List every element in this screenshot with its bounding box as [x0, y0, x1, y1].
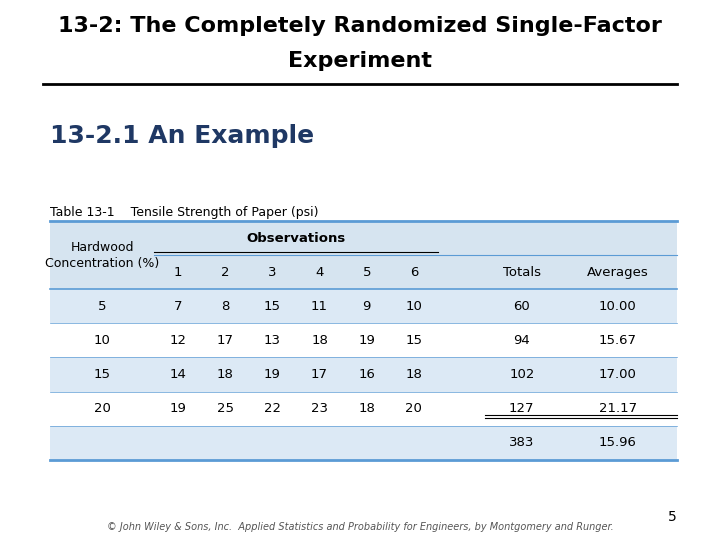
Text: 15.67: 15.67	[599, 334, 637, 347]
Bar	[50, 255, 677, 289]
Text: Table 13-1    Tensile Strength of Paper (psi): Table 13-1 Tensile Strength of Paper (ps…	[50, 206, 318, 219]
Text: 15: 15	[264, 300, 281, 313]
Text: 11: 11	[311, 300, 328, 313]
Text: 127: 127	[509, 402, 534, 415]
Text: 7: 7	[174, 300, 182, 313]
Text: 25: 25	[217, 402, 234, 415]
Text: 18: 18	[217, 368, 233, 381]
Text: 9: 9	[363, 300, 371, 313]
Text: 5: 5	[668, 510, 677, 524]
Text: 13-2.1 An Example: 13-2.1 An Example	[50, 124, 314, 148]
Text: 19: 19	[264, 368, 281, 381]
Text: 18: 18	[405, 368, 423, 381]
Text: 22: 22	[264, 402, 281, 415]
Text: 13: 13	[264, 334, 281, 347]
Text: 8: 8	[221, 300, 230, 313]
Text: 20: 20	[94, 402, 111, 415]
Bar	[50, 357, 677, 392]
Text: Averages: Averages	[587, 266, 649, 279]
Text: 20: 20	[405, 402, 423, 415]
Text: 13-2: The Completely Randomized Single-Factor: 13-2: The Completely Randomized Single-F…	[58, 16, 662, 36]
Text: 15: 15	[405, 334, 423, 347]
Text: Observations: Observations	[246, 232, 346, 245]
Text: 5: 5	[362, 266, 371, 279]
Text: 2: 2	[221, 266, 230, 279]
Text: 5: 5	[98, 300, 107, 313]
Text: 6: 6	[410, 266, 418, 279]
Bar	[50, 323, 677, 357]
Text: 383: 383	[509, 436, 534, 449]
Text: 19: 19	[169, 402, 186, 415]
Bar	[50, 426, 677, 460]
Text: 10.00: 10.00	[599, 300, 636, 313]
Text: 18: 18	[311, 334, 328, 347]
Text: 19: 19	[359, 334, 375, 347]
Text: 15: 15	[94, 368, 111, 381]
Text: 3: 3	[268, 266, 276, 279]
Text: 14: 14	[169, 368, 186, 381]
Text: 16: 16	[359, 368, 375, 381]
Text: 18: 18	[359, 402, 375, 415]
Text: 21.17: 21.17	[599, 402, 637, 415]
Bar	[50, 221, 677, 255]
Text: 4: 4	[315, 266, 324, 279]
Text: 17.00: 17.00	[599, 368, 636, 381]
Text: Totals: Totals	[503, 266, 541, 279]
Text: Experiment: Experiment	[288, 51, 432, 71]
Text: 10: 10	[405, 300, 423, 313]
Text: 15.96: 15.96	[599, 436, 636, 449]
Text: 17: 17	[311, 368, 328, 381]
Text: 60: 60	[513, 300, 530, 313]
Text: © John Wiley & Sons, Inc.  Applied Statistics and Probability for Engineers, by : © John Wiley & Sons, Inc. Applied Statis…	[107, 522, 613, 532]
Text: Hardwood
Concentration (%): Hardwood Concentration (%)	[45, 241, 159, 270]
Text: 12: 12	[169, 334, 186, 347]
Bar	[50, 392, 677, 426]
Text: 1: 1	[174, 266, 182, 279]
Bar	[50, 289, 677, 323]
Text: 23: 23	[311, 402, 328, 415]
Text: 102: 102	[509, 368, 534, 381]
Text: 94: 94	[513, 334, 530, 347]
Text: 10: 10	[94, 334, 111, 347]
Text: 17: 17	[217, 334, 234, 347]
